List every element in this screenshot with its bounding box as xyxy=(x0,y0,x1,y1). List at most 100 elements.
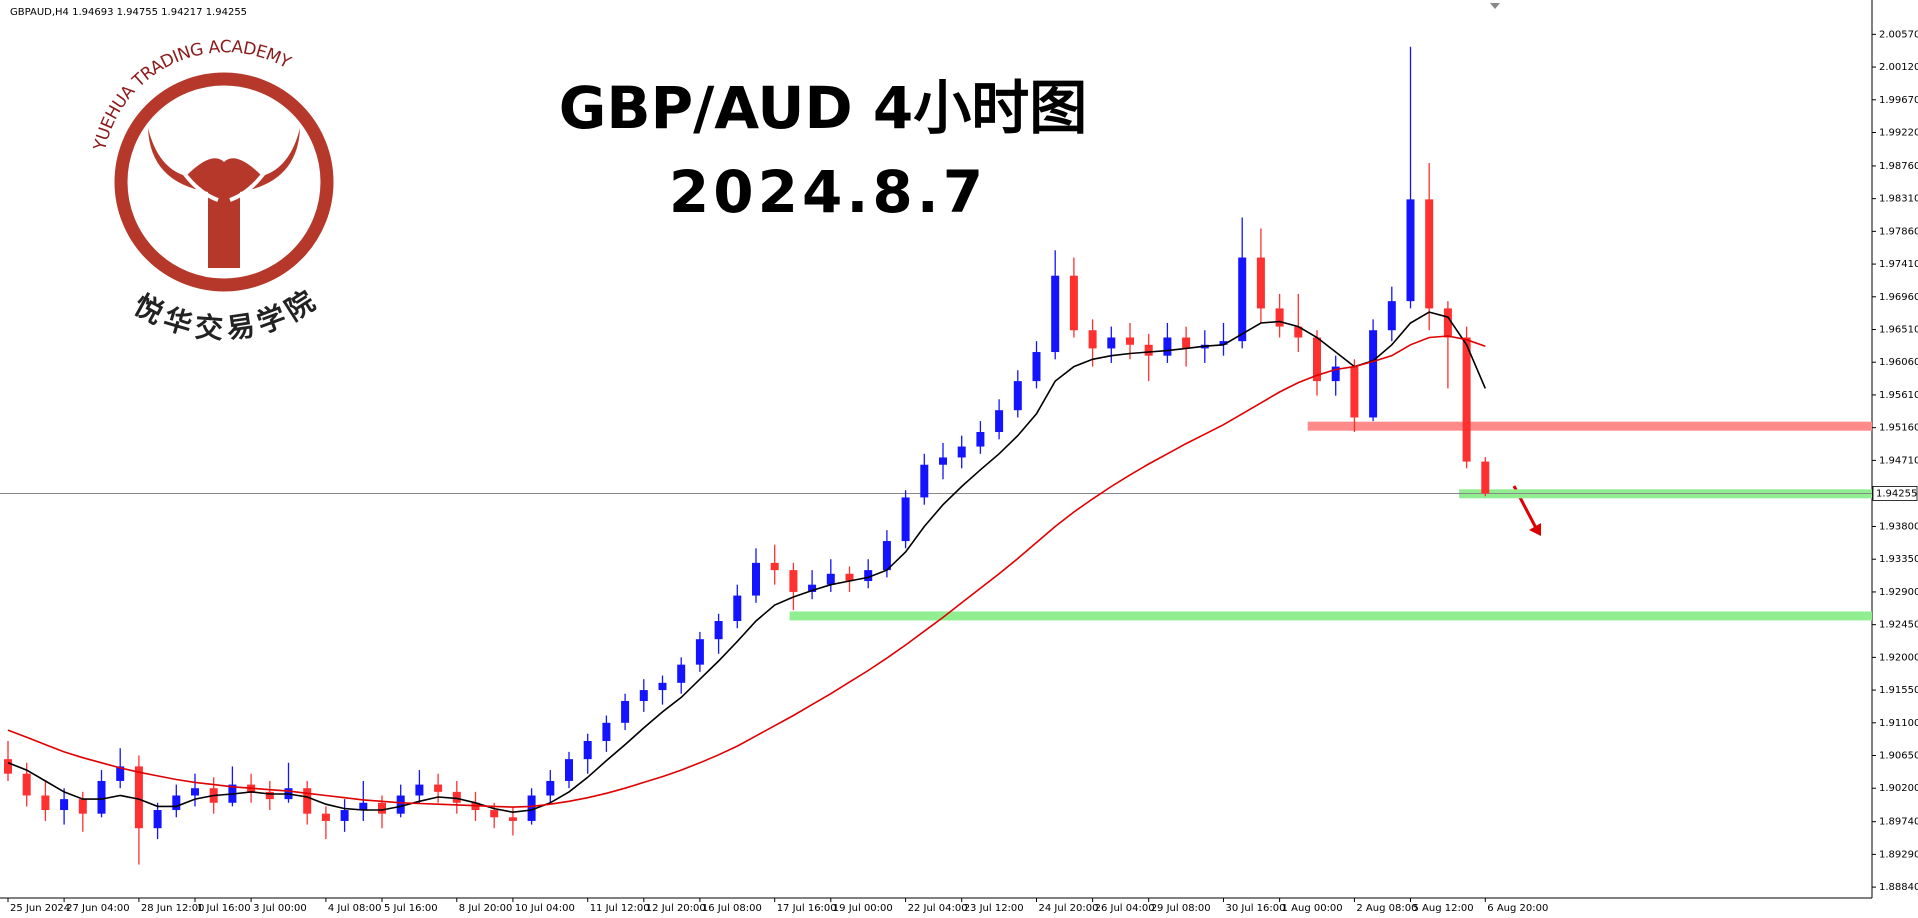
candle-body xyxy=(172,795,181,811)
y-tick-label: 1.97860 xyxy=(1879,226,1918,237)
x-tick-label: 19 Jul 00:00 xyxy=(833,903,893,914)
candle-body xyxy=(1069,275,1078,331)
x-tick-label: 5 Jul 16:00 xyxy=(384,903,438,914)
candle-body xyxy=(733,595,742,622)
x-tick-label: 10 Jul 04:00 xyxy=(515,903,575,914)
candle-body xyxy=(995,410,1004,433)
candle-body xyxy=(1406,199,1415,302)
x-tick-label: 26 Jul 04:00 xyxy=(1095,903,1155,914)
candle-body xyxy=(1238,257,1247,342)
y-tick-label: 1.96060 xyxy=(1879,357,1918,368)
candle-body xyxy=(1219,341,1228,345)
x-tick-label: 11 Jul 12:00 xyxy=(590,903,650,914)
y-tick-label: 1.89740 xyxy=(1879,817,1918,828)
scroll-marker xyxy=(1490,3,1500,9)
candle-body xyxy=(1051,275,1060,353)
candle-body xyxy=(4,759,12,774)
candle-body xyxy=(415,784,424,796)
y-tick-label: 1.99670 xyxy=(1879,95,1918,106)
x-tick-label: 24 Jul 20:00 xyxy=(1039,903,1099,914)
y-tick-label: 1.96510 xyxy=(1879,325,1918,336)
y-tick-label: 1.94710 xyxy=(1879,455,1918,466)
x-tick-label: 16 Jul 08:00 xyxy=(702,903,762,914)
candle-body xyxy=(527,795,536,821)
candle-body xyxy=(303,788,312,814)
candle-body xyxy=(1425,199,1434,309)
candle-body xyxy=(41,795,50,811)
candle-body xyxy=(1313,337,1321,382)
y-tick-label: 1.89290 xyxy=(1879,849,1918,860)
candle-body xyxy=(1331,366,1340,382)
candle-body xyxy=(1144,344,1153,356)
y-tick-label: 1.90650 xyxy=(1879,751,1918,762)
y-tick-label: 2.00570 xyxy=(1879,29,1918,40)
candle-body xyxy=(134,766,143,829)
y-tick-label: 1.91100 xyxy=(1879,718,1918,729)
y-tick-label: 1.93800 xyxy=(1879,522,1918,533)
logo-emblem-detail xyxy=(168,149,280,202)
y-tick-label: 1.88840 xyxy=(1879,882,1918,893)
candle-body xyxy=(695,639,704,665)
x-tick-label: 8 Jul 20:00 xyxy=(459,903,513,914)
overlay xyxy=(7,311,1487,814)
candle-body xyxy=(508,817,517,821)
x-tick-label: 23 Jul 12:00 xyxy=(964,903,1024,914)
candle-body xyxy=(658,682,667,691)
candle-body xyxy=(340,810,349,821)
candle-body xyxy=(378,802,386,814)
moving-average xyxy=(7,311,1487,814)
candle-body xyxy=(1350,366,1359,418)
candle-body xyxy=(1032,352,1041,382)
x-tick-label: 1 Aug 00:00 xyxy=(1282,903,1343,914)
y-tick-label: 1.92000 xyxy=(1879,652,1918,663)
candle-body xyxy=(97,780,106,814)
x-tick-label: 17 Jul 16:00 xyxy=(777,903,837,914)
y-tick-label: 1.91550 xyxy=(1879,685,1918,696)
x-tick-label: 6 Aug 20:00 xyxy=(1487,903,1548,914)
trend-arrow-head xyxy=(1529,523,1541,536)
candle-body xyxy=(1275,308,1284,327)
level-zone xyxy=(1307,421,1872,431)
candle-body xyxy=(808,584,817,592)
candle-body xyxy=(770,562,779,571)
candle-body xyxy=(639,690,648,701)
candle-body xyxy=(1294,326,1303,338)
candle-body xyxy=(1163,337,1172,356)
candle-body xyxy=(583,740,592,760)
y-tick-label: 1.98310 xyxy=(1879,194,1918,205)
candle-body xyxy=(565,759,573,781)
candle-body xyxy=(976,432,985,447)
candle-body xyxy=(265,791,274,800)
candle-body xyxy=(321,813,330,821)
x-tick-label: 12 Jul 20:00 xyxy=(646,903,706,914)
y-tick-label: 1.96960 xyxy=(1879,292,1918,303)
x-tick-label: 1 Jul 16:00 xyxy=(197,903,251,914)
candle-body xyxy=(490,810,499,818)
candle-body xyxy=(1088,330,1097,349)
candle-body xyxy=(1387,301,1396,331)
y-tick-label: 1.99220 xyxy=(1879,127,1918,138)
y-tick-label: 1.98760 xyxy=(1879,161,1918,172)
x-tick-label: 28 Jun 12:00 xyxy=(141,903,205,914)
x-tick-label: 5 Aug 12:00 xyxy=(1413,903,1474,914)
logo-ring xyxy=(114,72,334,292)
x-tick-label: 30 Jul 16:00 xyxy=(1226,903,1286,914)
y-tick-label: 1.97410 xyxy=(1879,259,1918,270)
candle-body xyxy=(864,570,873,582)
candle-body xyxy=(752,562,760,596)
x-tick-label: 25 Jun 2024 xyxy=(10,903,70,914)
candle-body xyxy=(546,780,555,796)
candle-body xyxy=(396,795,405,814)
candle-body xyxy=(714,621,723,640)
x-tick-label: 27 Jun 04:00 xyxy=(66,903,130,914)
candle-body xyxy=(789,570,798,592)
candle-body xyxy=(677,664,686,683)
symbol-info: GBPAUD,H4 1.94693 1.94755 1.94217 1.9425… xyxy=(10,7,247,18)
candle-body xyxy=(1013,381,1022,411)
candle-body xyxy=(116,766,125,781)
candle-body xyxy=(826,573,835,585)
candle-body xyxy=(1369,330,1378,418)
y-tick-label: 1.95160 xyxy=(1879,423,1918,434)
